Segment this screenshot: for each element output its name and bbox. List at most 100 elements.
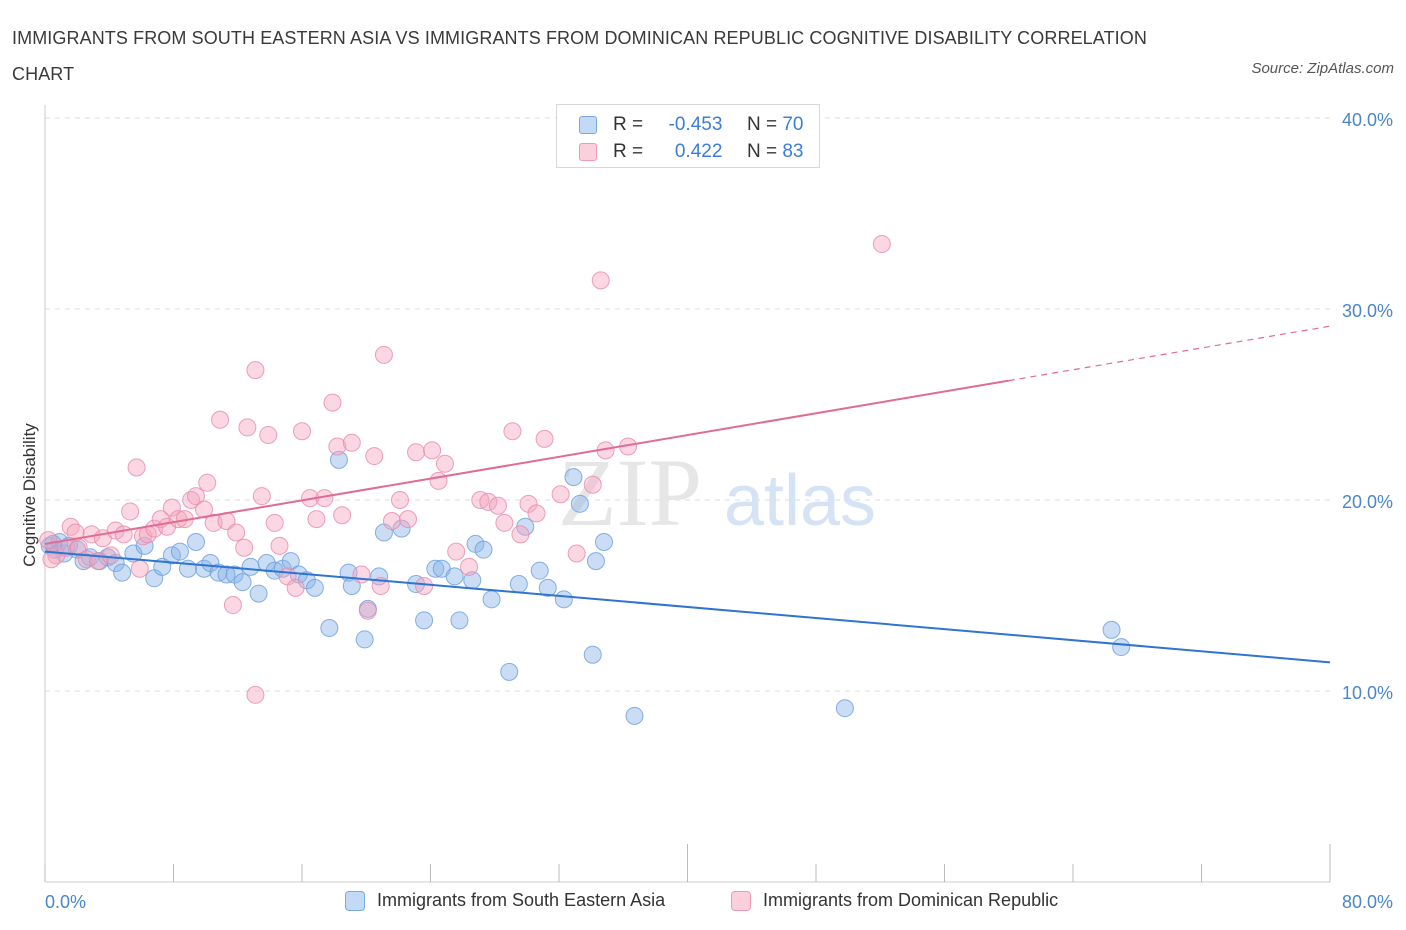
point-dominican-republic: [591, 271, 610, 290]
data-points: [39, 235, 1131, 725]
point-south-eastern-asia: [426, 559, 445, 578]
point-south-eastern-asia: [186, 533, 205, 552]
point-dominican-republic: [382, 512, 401, 531]
point-south-eastern-asia: [482, 590, 501, 609]
point-dominican-republic: [61, 517, 80, 536]
point-dominican-republic: [535, 429, 554, 448]
point-dominican-republic: [56, 538, 75, 557]
point-dominican-republic: [227, 523, 246, 542]
point-dominican-republic: [374, 345, 393, 364]
point-south-eastern-asia: [281, 552, 300, 571]
point-dominican-republic: [460, 557, 479, 576]
point-dominican-republic: [293, 422, 311, 441]
point-dominican-republic: [252, 487, 271, 506]
point-south-eastern-asia: [415, 611, 434, 630]
watermark-atlas: atlas: [724, 461, 876, 541]
point-south-eastern-asia: [249, 584, 268, 603]
legend-r-label: R =: [613, 141, 644, 162]
y-axis-label: Cognitive Disability: [20, 423, 39, 567]
point-dominican-republic: [495, 513, 514, 532]
source-credit: Source: ZipAtlas.com: [1251, 60, 1394, 77]
point-dominican-republic: [307, 510, 326, 529]
point-south-eastern-asia: [594, 533, 613, 552]
point-dominican-republic: [407, 443, 426, 462]
legend-label-sea: Immigrants from South Eastern Asia: [377, 890, 666, 910]
point-dominican-republic: [66, 523, 85, 542]
y-tick-label: 10.0%: [1342, 683, 1393, 703]
point-dominican-republic: [479, 492, 498, 511]
point-dominican-republic: [323, 393, 342, 412]
point-dominican-republic: [342, 433, 361, 452]
point-south-eastern-asia: [445, 567, 464, 586]
point-south-eastern-asia: [113, 563, 132, 582]
point-dominican-republic: [511, 525, 530, 544]
point-dominican-republic: [399, 510, 418, 529]
point-dominican-republic: [358, 601, 377, 620]
point-dominican-republic: [270, 536, 289, 555]
point-dominican-republic: [872, 235, 891, 254]
trend-line-dominican-republic: [44, 379, 1009, 545]
y-tick-label: 30.0%: [1342, 301, 1393, 321]
point-dominican-republic: [415, 576, 434, 595]
point-dominican-republic: [223, 596, 242, 615]
point-south-eastern-asia: [392, 519, 411, 538]
point-dominican-republic: [195, 500, 214, 519]
point-dominican-republic: [39, 531, 58, 550]
point-dominican-republic: [503, 422, 522, 441]
point-south-eastern-asia: [450, 611, 469, 630]
point-south-eastern-asia: [355, 630, 374, 649]
watermark-zip: ZIP: [558, 439, 702, 546]
legend-swatch-pink: [579, 143, 597, 161]
point-south-eastern-asia: [538, 578, 557, 597]
point-south-eastern-asia: [835, 699, 854, 718]
point-dominican-republic: [328, 437, 347, 456]
point-south-eastern-asia: [1102, 620, 1121, 639]
axes: [44, 105, 1331, 883]
point-dominican-republic: [265, 513, 284, 532]
point-dominican-republic: [567, 544, 586, 563]
point-dominican-republic: [435, 454, 454, 473]
point-south-eastern-asia: [554, 590, 573, 609]
point-dominican-republic: [259, 426, 278, 445]
point-dominican-republic: [121, 502, 140, 521]
point-dominican-republic: [238, 418, 257, 437]
point-dominican-republic: [423, 441, 442, 460]
x-tick-label: 0.0%: [45, 892, 86, 912]
point-dominican-republic: [488, 496, 507, 515]
point-south-eastern-asia: [586, 552, 605, 571]
point-dominican-republic: [127, 458, 146, 477]
point-south-eastern-asia: [474, 540, 493, 559]
point-dominican-republic: [583, 475, 602, 494]
y-tick-label: 40.0%: [1342, 110, 1393, 130]
point-south-eastern-asia: [170, 542, 189, 561]
point-dominican-republic: [246, 685, 265, 704]
chart-title: IMMIGRANTS FROM SOUTH EASTERN ASIA VS IM…: [12, 28, 1147, 84]
point-dominican-republic: [162, 498, 181, 517]
legend-n-value: 70: [782, 114, 804, 135]
point-south-eastern-asia: [1112, 638, 1131, 657]
point-south-eastern-asia: [135, 536, 154, 555]
legend-swatch-pink: [731, 891, 751, 911]
point-dominican-republic: [429, 471, 448, 490]
point-dominican-republic: [352, 565, 371, 584]
watermark: ZIP atlas: [558, 439, 876, 546]
legend-n-value: 83: [782, 141, 804, 162]
point-south-eastern-asia: [320, 618, 339, 637]
legend-swatch-blue: [579, 116, 597, 134]
point-south-eastern-asia: [233, 573, 252, 592]
point-dominican-republic: [390, 491, 409, 509]
legend-n-label: N =: [746, 114, 778, 135]
point-south-eastern-asia: [329, 450, 348, 469]
point-dominican-republic: [527, 504, 546, 523]
legend-n-label: N =: [746, 141, 778, 162]
point-dominican-republic: [365, 447, 384, 466]
trend-lines: [44, 325, 1331, 664]
point-south-eastern-asia: [530, 561, 549, 580]
y-tick-label: 20.0%: [1342, 492, 1393, 512]
point-dominican-republic: [211, 410, 230, 429]
point-south-eastern-asia: [500, 662, 519, 681]
trend-line-south-eastern-asia: [44, 550, 1331, 664]
legend-r-label: R =: [613, 114, 644, 135]
tick-labels: 10.0% 20.0% 30.0% 40.0% 0.0% 80.0%: [45, 110, 1393, 912]
